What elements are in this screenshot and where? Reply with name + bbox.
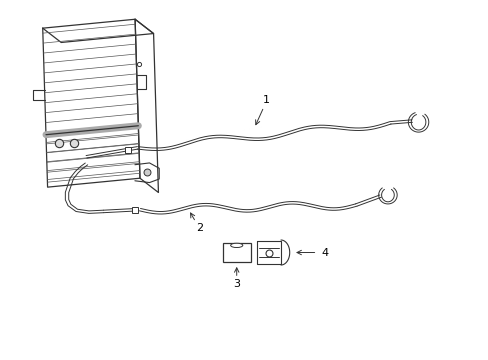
- Text: 4: 4: [321, 248, 327, 257]
- Text: 2: 2: [196, 223, 203, 233]
- Text: 1: 1: [263, 95, 269, 105]
- Ellipse shape: [230, 243, 243, 248]
- Bar: [222, 243, 250, 262]
- Text: 3: 3: [233, 279, 240, 289]
